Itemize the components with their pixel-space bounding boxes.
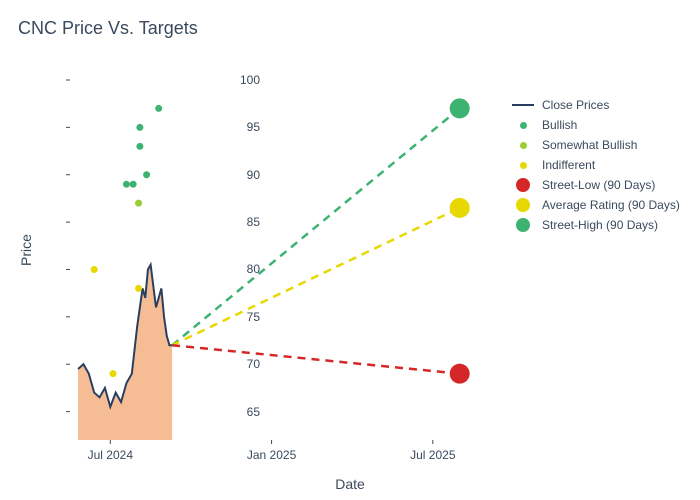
bullish-point: [136, 124, 143, 131]
y-axis-label: Price: [18, 234, 34, 266]
legend-item-avg[interactable]: Average Rating (90 Days): [512, 195, 680, 215]
chart-title: CNC Price Vs. Targets: [18, 18, 198, 39]
target-marker-low: [450, 364, 470, 384]
somewhat-bullish-point: [135, 200, 142, 207]
indifferent-point: [91, 266, 98, 273]
legend-label: Bullish: [542, 118, 577, 132]
legend-swatch: [512, 158, 534, 172]
legend-label: Somewhat Bullish: [542, 138, 637, 152]
legend-item-close[interactable]: Close Prices: [512, 95, 680, 115]
legend-swatch: [512, 138, 534, 152]
bullish-point: [123, 181, 130, 188]
xtick-label: Jul 2024: [88, 448, 133, 462]
legend-label: Street-Low (90 Days): [542, 178, 655, 192]
target-line-high: [172, 108, 460, 345]
target-line-avg: [172, 208, 460, 345]
ytick-label: 65: [247, 405, 260, 419]
ytick-label: 80: [247, 262, 260, 276]
legend-swatch: [512, 198, 534, 212]
close-price-area: [78, 265, 172, 440]
ytick-label: 95: [247, 120, 260, 134]
legend-swatch: [512, 218, 534, 232]
plot-svg: [70, 80, 500, 440]
xtick-label: Jul 2025: [410, 448, 455, 462]
price-targets-chart: CNC Price Vs. Targets Price Date Close P…: [0, 0, 700, 500]
ytick-label: 70: [247, 357, 260, 371]
legend-swatch: [512, 98, 534, 112]
legend-item-sbullish[interactable]: Somewhat Bullish: [512, 135, 680, 155]
legend-item-indiff[interactable]: Indifferent: [512, 155, 680, 175]
legend-swatch: [512, 118, 534, 132]
ytick-label: 100: [240, 73, 260, 87]
xtick-label: Jan 2025: [247, 448, 296, 462]
legend: Close Prices Bullish Somewhat Bullish Indif…: [512, 95, 680, 235]
legend-swatch: [512, 178, 534, 192]
x-axis-label: Date: [335, 476, 365, 492]
indifferent-point: [135, 285, 142, 292]
legend-label: Street-High (90 Days): [542, 218, 658, 232]
plot-area: [70, 80, 500, 440]
bullish-point: [130, 181, 137, 188]
bullish-point: [136, 143, 143, 150]
legend-item-low[interactable]: Street-Low (90 Days): [512, 175, 680, 195]
legend-item-bullish[interactable]: Bullish: [512, 115, 680, 135]
legend-label: Indifferent: [542, 158, 595, 172]
legend-item-high[interactable]: Street-High (90 Days): [512, 215, 680, 235]
ytick-label: 90: [247, 168, 260, 182]
target-marker-high: [450, 98, 470, 118]
indifferent-point: [110, 370, 117, 377]
target-line-low: [172, 345, 460, 373]
legend-label: Close Prices: [542, 98, 609, 112]
ytick-label: 85: [247, 215, 260, 229]
target-marker-avg: [450, 198, 470, 218]
legend-label: Average Rating (90 Days): [542, 198, 680, 212]
bullish-point: [155, 105, 162, 112]
bullish-point: [143, 171, 150, 178]
ytick-label: 75: [247, 310, 260, 324]
